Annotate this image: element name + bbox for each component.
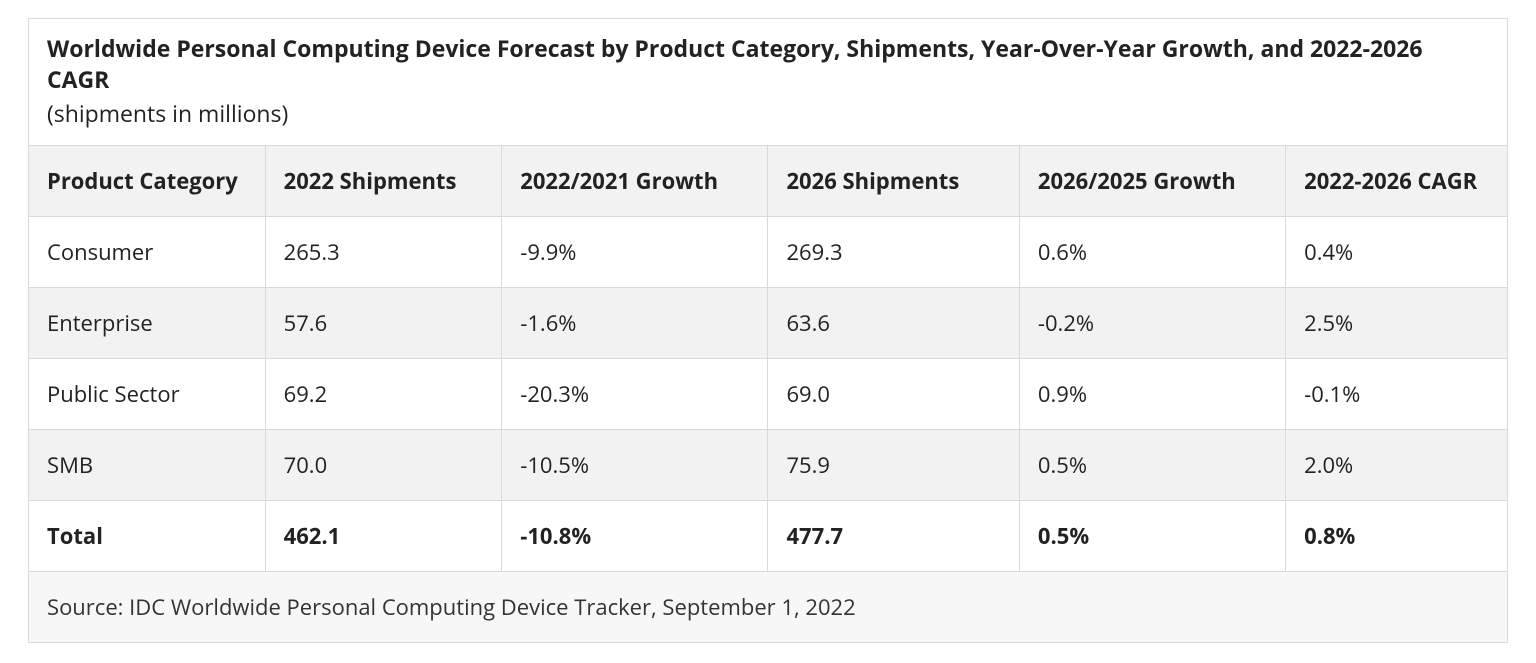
table-cell: 0.5% (1019, 430, 1285, 501)
table-cell: 0.5% (1019, 501, 1285, 572)
table-row: SMB70.0-10.5%75.90.5%2.0% (29, 430, 1508, 501)
forecast-table: Worldwide Personal Computing Device Fore… (28, 18, 1508, 643)
table-cell: 2.5% (1286, 288, 1508, 359)
table-cell: -9.9% (502, 217, 768, 288)
col-header: 2022 Shipments (265, 146, 502, 217)
table-cell: 462.1 (265, 501, 502, 572)
table-source: Source: IDC Worldwide Personal Computing… (29, 572, 1508, 643)
col-header: 2026/2025 Growth (1019, 146, 1285, 217)
col-header: Product Category (29, 146, 266, 217)
table-row: Public Sector69.2-20.3%69.00.9%-0.1% (29, 359, 1508, 430)
table-cell: Total (29, 501, 266, 572)
table-row: Enterprise57.6-1.6%63.6-0.2%2.5% (29, 288, 1508, 359)
table-cell: -1.6% (502, 288, 768, 359)
table-cell: -0.1% (1286, 359, 1508, 430)
col-header: 2022-2026 CAGR (1286, 146, 1508, 217)
table-cell: 70.0 (265, 430, 502, 501)
table-source-row: Source: IDC Worldwide Personal Computing… (29, 572, 1508, 643)
table-header-row: Product Category 2022 Shipments 2022/202… (29, 146, 1508, 217)
table-title: Worldwide Personal Computing Device Fore… (47, 33, 1489, 95)
table-cell: -20.3% (502, 359, 768, 430)
table-cell: SMB (29, 430, 266, 501)
table-cell: Public Sector (29, 359, 266, 430)
table-cell: 477.7 (768, 501, 1019, 572)
table-cell: 63.6 (768, 288, 1019, 359)
table-title-cell: Worldwide Personal Computing Device Fore… (29, 19, 1508, 146)
table-cell: 0.9% (1019, 359, 1285, 430)
table-cell: -10.5% (502, 430, 768, 501)
table-cell: 2.0% (1286, 430, 1508, 501)
table-cell: 69.0 (768, 359, 1019, 430)
table-cell: 0.8% (1286, 501, 1508, 572)
table-cell: Enterprise (29, 288, 266, 359)
table-cell: 0.4% (1286, 217, 1508, 288)
table-cell: -10.8% (502, 501, 768, 572)
table-container: Worldwide Personal Computing Device Fore… (0, 0, 1536, 663)
table-cell: 0.6% (1019, 217, 1285, 288)
table-cell: 75.9 (768, 430, 1019, 501)
col-header: 2022/2021 Growth (502, 146, 768, 217)
table-cell: 265.3 (265, 217, 502, 288)
table-cell: 269.3 (768, 217, 1019, 288)
table-row: Total462.1-10.8%477.70.5%0.8% (29, 501, 1508, 572)
table-cell: -0.2% (1019, 288, 1285, 359)
table-title-row: Worldwide Personal Computing Device Fore… (29, 19, 1508, 146)
table-row: Consumer265.3-9.9%269.30.6%0.4% (29, 217, 1508, 288)
col-header: 2026 Shipments (768, 146, 1019, 217)
table-cell: Consumer (29, 217, 266, 288)
table-cell: 69.2 (265, 359, 502, 430)
table-subtitle: (shipments in millions) (47, 97, 1489, 129)
table-cell: 57.6 (265, 288, 502, 359)
